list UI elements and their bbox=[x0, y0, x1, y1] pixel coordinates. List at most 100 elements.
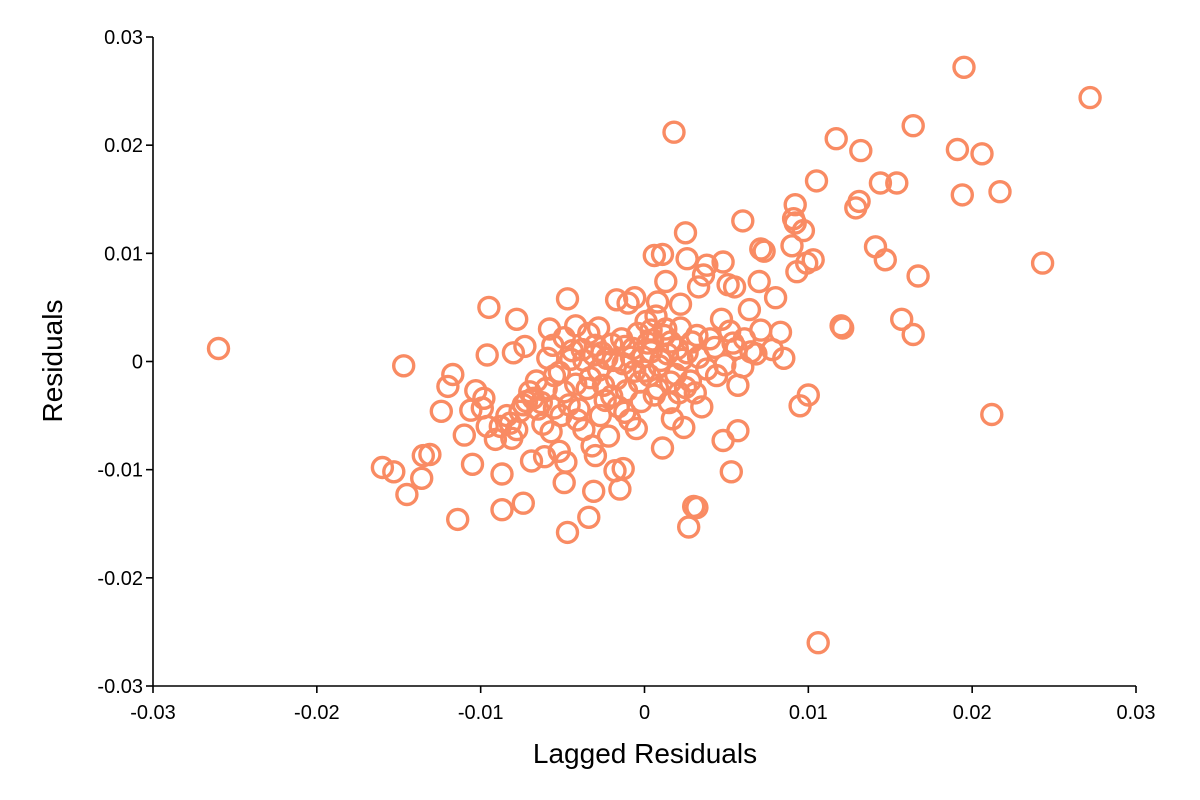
data-point bbox=[691, 263, 716, 287]
data-point bbox=[650, 436, 675, 460]
data-point bbox=[831, 316, 855, 340]
data-point bbox=[452, 423, 476, 447]
data-point bbox=[868, 171, 893, 195]
data-point bbox=[475, 343, 499, 367]
data-point bbox=[519, 449, 544, 473]
data-point bbox=[604, 288, 629, 312]
data-point bbox=[539, 420, 563, 444]
data-point bbox=[642, 243, 666, 268]
data-point bbox=[559, 347, 583, 371]
data-point bbox=[514, 389, 539, 414]
data-point bbox=[768, 320, 793, 344]
data-point bbox=[552, 470, 576, 495]
data-point bbox=[596, 424, 621, 448]
data-point bbox=[719, 460, 743, 484]
data-point bbox=[609, 327, 634, 351]
data-point bbox=[649, 348, 673, 373]
data-point bbox=[650, 242, 675, 267]
data-point bbox=[847, 189, 871, 214]
data-point bbox=[536, 346, 560, 370]
data-point bbox=[513, 334, 537, 359]
y-tick-label: -0.03 bbox=[97, 676, 143, 698]
data-point bbox=[560, 339, 585, 363]
data-point bbox=[436, 374, 460, 399]
data-point bbox=[673, 221, 698, 245]
data-point bbox=[586, 316, 611, 340]
y-tick-label: 0.02 bbox=[104, 135, 143, 157]
data-point bbox=[618, 408, 642, 432]
x-axis-title: Lagged Residuals bbox=[533, 738, 757, 769]
data-point bbox=[713, 353, 737, 377]
data-point bbox=[890, 307, 914, 331]
data-point bbox=[945, 137, 970, 162]
data-point bbox=[772, 346, 796, 370]
data-point bbox=[583, 443, 608, 468]
data-point bbox=[555, 287, 580, 311]
y-tick-label: -0.02 bbox=[97, 568, 143, 590]
data-point bbox=[711, 428, 735, 453]
data-point bbox=[722, 275, 747, 299]
data-point bbox=[660, 407, 685, 431]
data-point bbox=[511, 491, 535, 515]
data-point bbox=[470, 396, 494, 420]
data-point bbox=[654, 269, 678, 294]
data-point bbox=[654, 317, 678, 341]
data-point bbox=[780, 234, 804, 258]
data-point bbox=[668, 292, 693, 316]
data-point bbox=[950, 183, 974, 207]
data-point bbox=[477, 295, 501, 320]
data-point bbox=[690, 395, 714, 419]
data-point bbox=[490, 462, 514, 486]
data-point bbox=[410, 466, 434, 490]
data-point bbox=[639, 318, 663, 342]
data-point bbox=[901, 322, 925, 347]
data-point bbox=[785, 260, 809, 284]
data-point bbox=[446, 507, 470, 532]
data-point bbox=[731, 209, 755, 233]
data-point bbox=[623, 359, 647, 383]
data-point bbox=[532, 445, 557, 469]
data-point bbox=[206, 336, 231, 361]
data-point bbox=[382, 460, 406, 484]
data-point bbox=[711, 250, 735, 274]
data-point bbox=[460, 452, 485, 476]
data-point bbox=[675, 341, 699, 365]
data-point bbox=[739, 340, 763, 364]
x-tick-label: 0.03 bbox=[1117, 702, 1156, 724]
data-point bbox=[824, 126, 848, 151]
data-point bbox=[583, 333, 608, 357]
y-tick-label: 0.01 bbox=[104, 243, 143, 265]
data-point bbox=[637, 363, 662, 388]
data-point bbox=[806, 631, 830, 655]
data-point bbox=[593, 388, 617, 413]
data-point bbox=[575, 376, 599, 401]
data-point bbox=[873, 248, 897, 272]
data-point bbox=[645, 290, 670, 314]
data-point bbox=[804, 169, 829, 193]
data-point bbox=[686, 275, 711, 299]
data-point bbox=[901, 113, 925, 138]
data-point bbox=[526, 397, 550, 421]
data-point bbox=[429, 399, 453, 423]
data-point bbox=[906, 264, 930, 288]
data-point bbox=[849, 138, 873, 163]
data-point bbox=[495, 403, 519, 428]
data-point bbox=[677, 515, 701, 539]
data-point bbox=[601, 348, 626, 373]
data-point bbox=[483, 427, 508, 452]
data-point bbox=[796, 383, 820, 407]
data-point bbox=[695, 253, 719, 277]
x-tick-label: 0.01 bbox=[789, 702, 828, 724]
data-point bbox=[662, 120, 686, 144]
data-point bbox=[763, 286, 788, 310]
data-point bbox=[588, 403, 612, 428]
x-tick-label: 0.02 bbox=[953, 702, 992, 724]
data-point bbox=[685, 495, 709, 520]
data-point bbox=[952, 55, 976, 80]
x-tick-label: 0 bbox=[639, 702, 650, 724]
data-point bbox=[752, 239, 776, 263]
x-tick-label: -0.03 bbox=[130, 702, 176, 724]
data-point bbox=[616, 291, 640, 315]
data-point bbox=[1030, 251, 1055, 275]
data-point bbox=[608, 477, 632, 501]
